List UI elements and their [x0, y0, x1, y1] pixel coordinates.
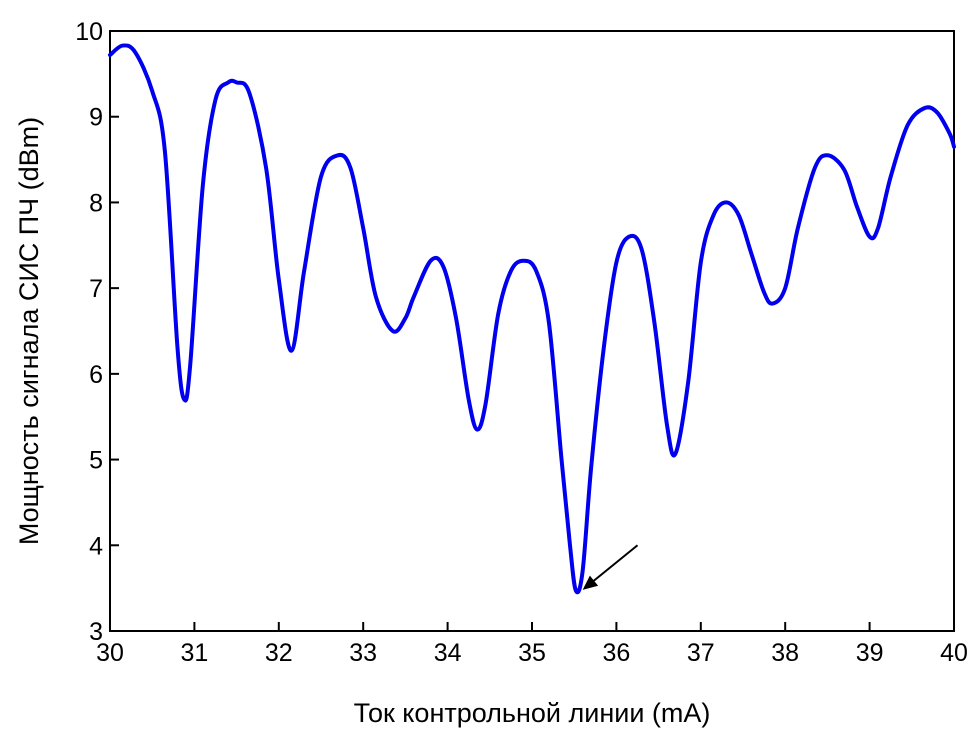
- x-axis-label: Ток контрольной линии (mA): [354, 698, 711, 728]
- x-tick-label: 36: [602, 639, 630, 667]
- y-tick-label: 10: [75, 18, 103, 46]
- annotation-layer: [582, 544, 639, 590]
- y-tick-label: 8: [89, 189, 103, 217]
- x-tick-label: 39: [856, 639, 884, 667]
- x-tick-label: 32: [265, 639, 293, 667]
- series-layer: [108, 43, 956, 595]
- x-tick-label: 37: [687, 639, 715, 667]
- x-tick-label: 38: [771, 639, 799, 667]
- y-tick-label: 5: [89, 447, 103, 475]
- x-tick-label: 35: [518, 639, 546, 667]
- x-tick-label: 33: [349, 639, 377, 667]
- y-tick-label: 7: [89, 275, 103, 303]
- y-tick-label: 6: [89, 361, 103, 389]
- x-tick-label: 40: [940, 639, 968, 667]
- annotation-arrow-head: [582, 575, 599, 590]
- x-tick-label: 31: [180, 639, 208, 667]
- y-axis-ticks: 3 4 5 6 7 8 9 10: [75, 18, 119, 646]
- y-tick-label: 3: [89, 618, 103, 646]
- y-axis-label: Мощность сигнала СИС ПЧ (dBm): [14, 117, 44, 545]
- y-tick-label: 9: [89, 104, 103, 132]
- y-tick-label: 4: [89, 532, 103, 560]
- x-tick-label: 30: [96, 639, 124, 667]
- annotation-arrow-line: [592, 544, 639, 583]
- x-axis-ticks: 30 31 32 33 34 35 36 37 38 39 40: [96, 622, 968, 667]
- series-line: [108, 43, 956, 595]
- plot-area: [109, 30, 955, 632]
- x-tick-label: 34: [434, 639, 462, 667]
